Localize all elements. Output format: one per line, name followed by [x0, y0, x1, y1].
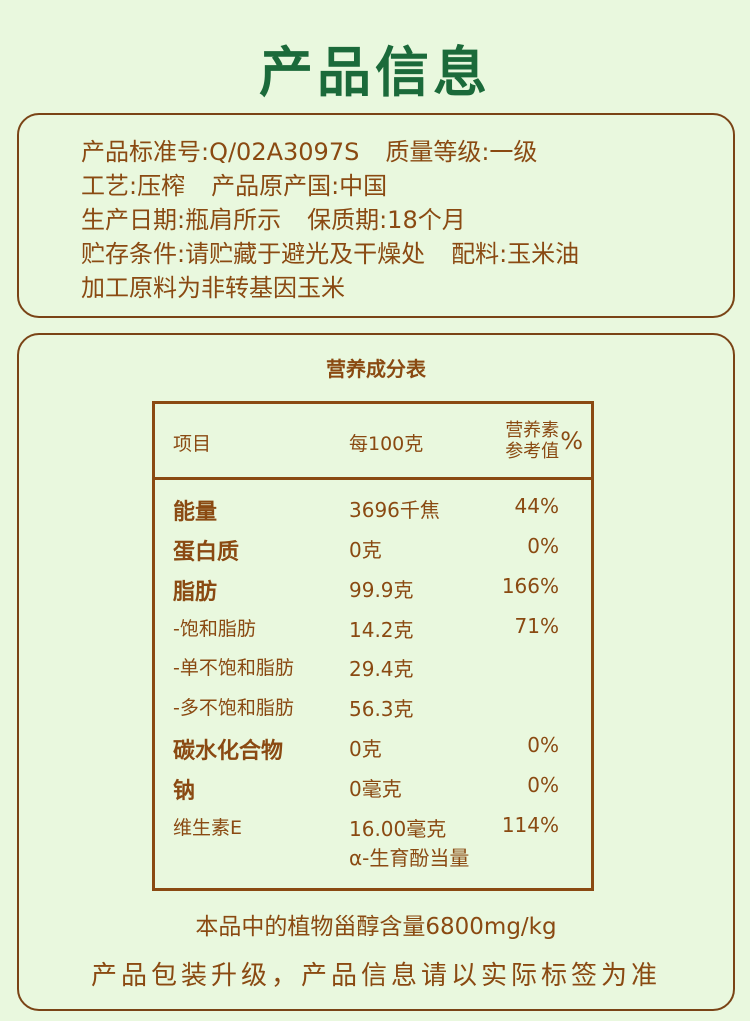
value-text: 0克: [349, 737, 382, 761]
table-row: 蛋白质 0克 0%: [155, 534, 591, 574]
info-line: 工艺:压榨 产品原产国:中国: [81, 169, 605, 203]
nutrient-nrv: 0%: [527, 534, 559, 558]
nutrient-name: 能量: [173, 500, 218, 525]
table-row: 碳水化合物 0克 0%: [155, 733, 591, 773]
info-line: 生产日期:瓶肩所示 保质期:18个月: [81, 203, 605, 237]
nutrition-title: 营养成分表: [326, 357, 426, 381]
nutrient-value: 56.3克: [349, 693, 414, 722]
info-field: 产品标准号:Q/02A3097S: [81, 138, 360, 166]
header-nrv-line1: 营养素: [505, 420, 560, 441]
value-text: 16.00毫克: [349, 817, 447, 841]
info-field: 加工原料为非转基因玉米: [81, 274, 345, 302]
nutrient-value: 99.9克: [349, 574, 414, 603]
info-field: 质量等级:一级: [385, 138, 538, 166]
value-text: 0克: [349, 538, 382, 562]
nutrient-nrv: 0%: [527, 773, 559, 797]
header-item: 项目: [173, 433, 212, 455]
table-row: -单不饱和脂肪 29.4克: [155, 653, 591, 693]
nutrient-nrv: 0%: [527, 733, 559, 757]
nutrition-box: 营养成分表 项目 每100克 营养素 参考值 % 能量 3696千焦 44% 蛋白质…: [17, 333, 735, 1011]
table-header: 项目 每100克 营养素 参考值 %: [155, 404, 591, 480]
nutrient-nrv: 44%: [514, 494, 559, 518]
value-text: 56.3克: [349, 697, 414, 721]
info-field: 产品原产国:中国: [211, 172, 388, 200]
nutrient-value: 0克: [349, 733, 382, 762]
table-row: 维生素E 16.00毫克 α-生育酚当量 114%: [155, 813, 591, 870]
nutrition-table: 项目 每100克 营养素 参考值 % 能量 3696千焦 44% 蛋白质 0克 0%…: [152, 401, 594, 891]
info-line: 加工原料为非转基因玉米: [81, 271, 605, 305]
header-per100: 每100克: [349, 433, 424, 455]
value-text: 3696千焦: [349, 498, 440, 522]
nutrient-name: -多不饱和脂肪: [173, 697, 294, 719]
nutrient-nrv: 71%: [514, 614, 559, 638]
sterol-footnote: 本品中的植物甾醇含量6800mg/kg: [195, 914, 557, 940]
nutrient-name: 蛋白质: [173, 540, 240, 565]
nutrient-value: 14.2克: [349, 614, 414, 643]
info-line: 贮存条件:请贮藏于避光及干燥处 配料:玉米油: [81, 237, 605, 271]
nutrient-name: 碳水化合物: [173, 739, 284, 764]
nutrient-name: -单不饱和脂肪: [173, 657, 294, 679]
info-field: 保质期:18个月: [307, 206, 466, 234]
table-row: 脂肪 99.9克 166%: [155, 574, 591, 614]
value-text: 14.2克: [349, 618, 414, 642]
table-row: -多不饱和脂肪 56.3克: [155, 693, 591, 733]
nutrient-name: 脂肪: [173, 580, 218, 605]
header-nrv: 营养素 参考值 %: [505, 420, 583, 462]
nutrient-nrv: 114%: [501, 813, 559, 837]
nutrient-name: -饱和脂肪: [173, 618, 256, 640]
info-field: 贮存条件:请贮藏于避光及干燥处: [81, 240, 426, 268]
info-field: 工艺:压榨: [81, 172, 186, 200]
info-field: 配料:玉米油: [451, 240, 580, 268]
nutrient-value: 16.00毫克 α-生育酚当量: [349, 813, 469, 871]
nutrient-name: 维生素E: [173, 817, 243, 839]
info-field: 生产日期:瓶肩所示: [81, 206, 282, 234]
value-text: 99.9克: [349, 578, 414, 602]
nutrient-value: 3696千焦: [349, 494, 440, 523]
product-info-lines: 产品标准号:Q/02A3097S 质量等级:一级 工艺:压榨 产品原产国:中国 生产日期…: [81, 135, 605, 305]
table-row: -饱和脂肪 14.2克 71%: [155, 614, 591, 654]
value-text: 29.4克: [349, 657, 414, 681]
nutrient-value: 0克: [349, 534, 382, 563]
nutrient-value: 0毫克: [349, 773, 402, 802]
header-nrv-line2: 参考值: [505, 441, 560, 462]
page-title: 产品信息: [259, 41, 491, 104]
nutrient-nrv: 166%: [501, 574, 559, 598]
header-nrv-pct: %: [560, 426, 583, 455]
nutrient-value: 29.4克: [349, 653, 414, 682]
table-row: 钠 0毫克 0%: [155, 773, 591, 813]
info-line: 产品标准号:Q/02A3097S 质量等级:一级: [81, 135, 605, 169]
value-note: α-生育酚当量: [349, 846, 470, 870]
product-info-box: 产品标准号:Q/02A3097S 质量等级:一级 工艺:压榨 产品原产国:中国 生产日期…: [17, 113, 735, 318]
nutrient-name: 钠: [173, 779, 196, 804]
value-text: 0毫克: [349, 777, 402, 801]
packaging-note: 产品包装升级，产品信息请以实际标签为准: [90, 961, 661, 991]
table-row: 能量 3696千焦 44%: [155, 494, 591, 534]
